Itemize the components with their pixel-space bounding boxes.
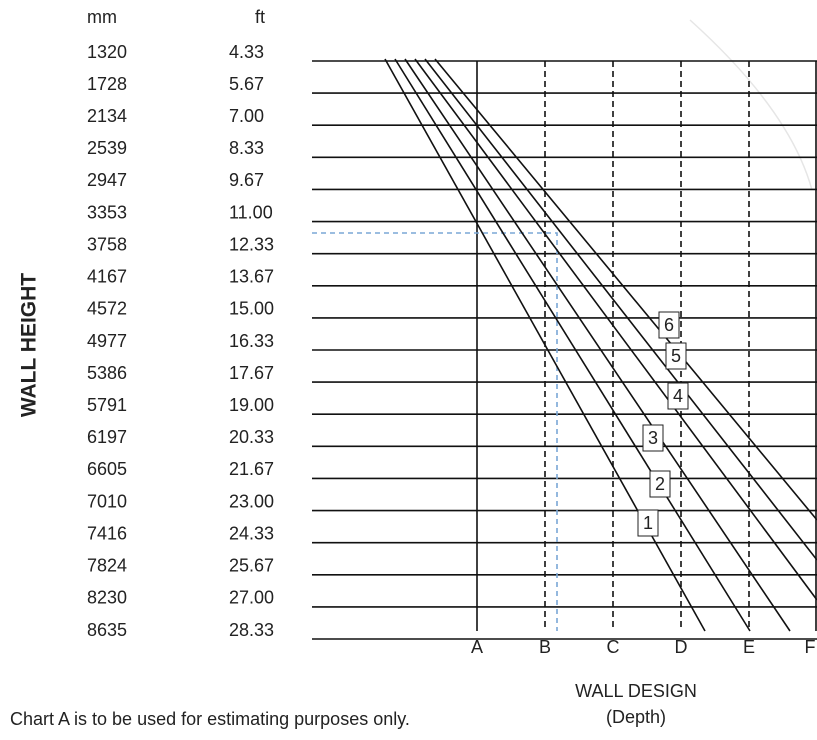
x-subtitle: (Depth) — [606, 707, 666, 727]
mm-label: 6197 — [87, 427, 127, 447]
column-label: C — [607, 637, 620, 657]
mm-label: 4977 — [87, 331, 127, 351]
line-label-box — [637, 509, 659, 537]
y-title: WALL HEIGHT — [18, 273, 41, 417]
note: Chart A is to be used for estimating pur… — [10, 709, 410, 729]
ft-label: 16.33 — [229, 331, 274, 351]
ft-label: 27.00 — [229, 588, 274, 608]
capacity-line — [414, 58, 817, 601]
mm-label: 3353 — [87, 202, 127, 222]
mm-label: 5386 — [87, 363, 127, 383]
capacity-line — [424, 58, 817, 561]
line-label: 3 — [648, 428, 658, 448]
mm-label: 4167 — [87, 267, 127, 287]
column-label: E — [743, 637, 755, 657]
line-label: 6 — [664, 315, 674, 335]
ft-label: 9.67 — [229, 170, 264, 190]
mm-label: 6605 — [87, 459, 127, 479]
ft-label: 20.33 — [229, 427, 274, 447]
mm-label: 7824 — [87, 556, 127, 576]
ft-label: 24.33 — [229, 523, 274, 543]
x-title: WALL DESIGN — [575, 681, 697, 701]
mm-header: mm — [87, 7, 117, 27]
ft-label: 4.33 — [229, 42, 264, 62]
column-label: A — [471, 637, 483, 657]
ft-label: 12.33 — [229, 234, 274, 254]
ft-label: 8.33 — [229, 138, 264, 158]
ft-label: 5.67 — [229, 74, 264, 94]
line-label-box — [642, 424, 664, 452]
line-label: 2 — [655, 474, 665, 494]
mm-label: 2134 — [87, 106, 127, 126]
mm-label: 5791 — [87, 395, 127, 415]
faint-arc — [689, 19, 813, 191]
capacity-line — [394, 58, 751, 632]
ft-label: 25.67 — [229, 556, 274, 576]
ft-label: 28.33 — [229, 620, 274, 640]
line-label-box — [649, 470, 671, 498]
ft-label: 13.67 — [229, 267, 274, 287]
ft-header: ft — [255, 7, 265, 27]
line-label-box — [667, 382, 689, 410]
ft-label: 19.00 — [229, 395, 274, 415]
line-label: 4 — [673, 386, 683, 406]
column-label: B — [539, 637, 551, 657]
line-label: 5 — [671, 346, 681, 366]
mm-label: 3758 — [87, 234, 127, 254]
column-label: F — [805, 637, 816, 657]
line-label-box — [658, 311, 680, 339]
mm-label: 8230 — [87, 588, 127, 608]
capacity-line — [404, 58, 791, 632]
line-label-box — [665, 342, 687, 370]
mm-label: 1728 — [87, 74, 127, 94]
example-path — [312, 232, 558, 631]
mm-label: 2539 — [87, 138, 127, 158]
mm-label: 8635 — [87, 620, 127, 640]
mm-label: 1320 — [87, 42, 127, 62]
ft-label: 21.67 — [229, 459, 274, 479]
ft-label: 17.67 — [229, 363, 274, 383]
ft-label: 7.00 — [229, 106, 264, 126]
mm-label: 2947 — [87, 170, 127, 190]
capacity-line — [434, 58, 817, 521]
mm-label: 4572 — [87, 299, 127, 319]
line-label: 1 — [643, 513, 653, 533]
mm-label: 7010 — [87, 491, 127, 511]
ft-label: 23.00 — [229, 491, 274, 511]
ft-label: 15.00 — [229, 299, 274, 319]
ft-label: 11.00 — [229, 202, 273, 222]
mm-label: 7416 — [87, 523, 127, 543]
column-label: D — [675, 637, 688, 657]
